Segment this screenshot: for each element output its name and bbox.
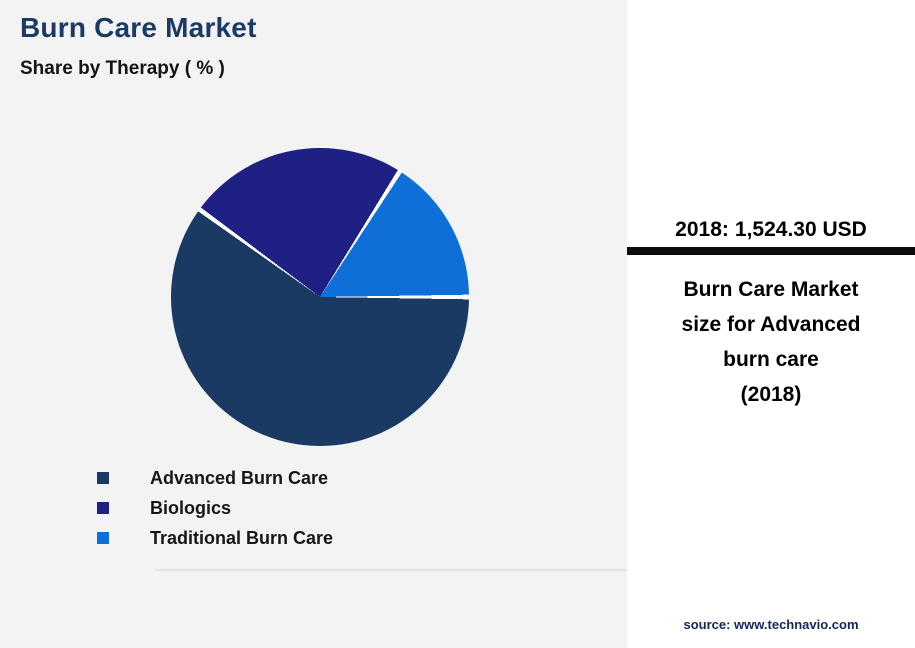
- legend-swatch: [97, 532, 109, 544]
- stat-value: 1,524.30 USD: [734, 218, 867, 241]
- description-line: size for Advanced: [681, 313, 861, 336]
- stat-line: 2018: 1,524.30 USD: [627, 218, 915, 242]
- stat-year: 2018:: [675, 218, 729, 241]
- legend-swatch: [97, 502, 109, 514]
- side-panel: 2018: 1,524.30 USD Burn Care Market size …: [627, 0, 915, 648]
- description-line: (2018): [740, 383, 802, 406]
- legend-item: Biologics: [97, 493, 333, 523]
- legend-label: Traditional Burn Care: [150, 527, 334, 548]
- divider-bar: [627, 247, 915, 255]
- chart-legend: Advanced Burn Care Biologics Traditional…: [97, 463, 333, 553]
- chart-baseline: [155, 569, 627, 571]
- page-subtitle: Share by Therapy ( % ): [20, 58, 225, 79]
- description-line: burn care: [723, 348, 819, 371]
- legend-item: Advanced Burn Care: [97, 463, 333, 493]
- pie-chart: [171, 148, 469, 446]
- legend-item: Traditional Burn Care: [97, 523, 333, 553]
- description-line: Burn Care Market: [683, 278, 859, 301]
- legend-label: Biologics: [150, 497, 232, 518]
- page-title: Burn Care Market: [20, 12, 257, 43]
- stat-description: Burn Care Market size for Advanced burn …: [627, 272, 915, 412]
- legend-swatch: [97, 472, 109, 484]
- source-text: source: www.technavio.com: [683, 617, 859, 632]
- legend-label: Advanced Burn Care: [150, 467, 329, 488]
